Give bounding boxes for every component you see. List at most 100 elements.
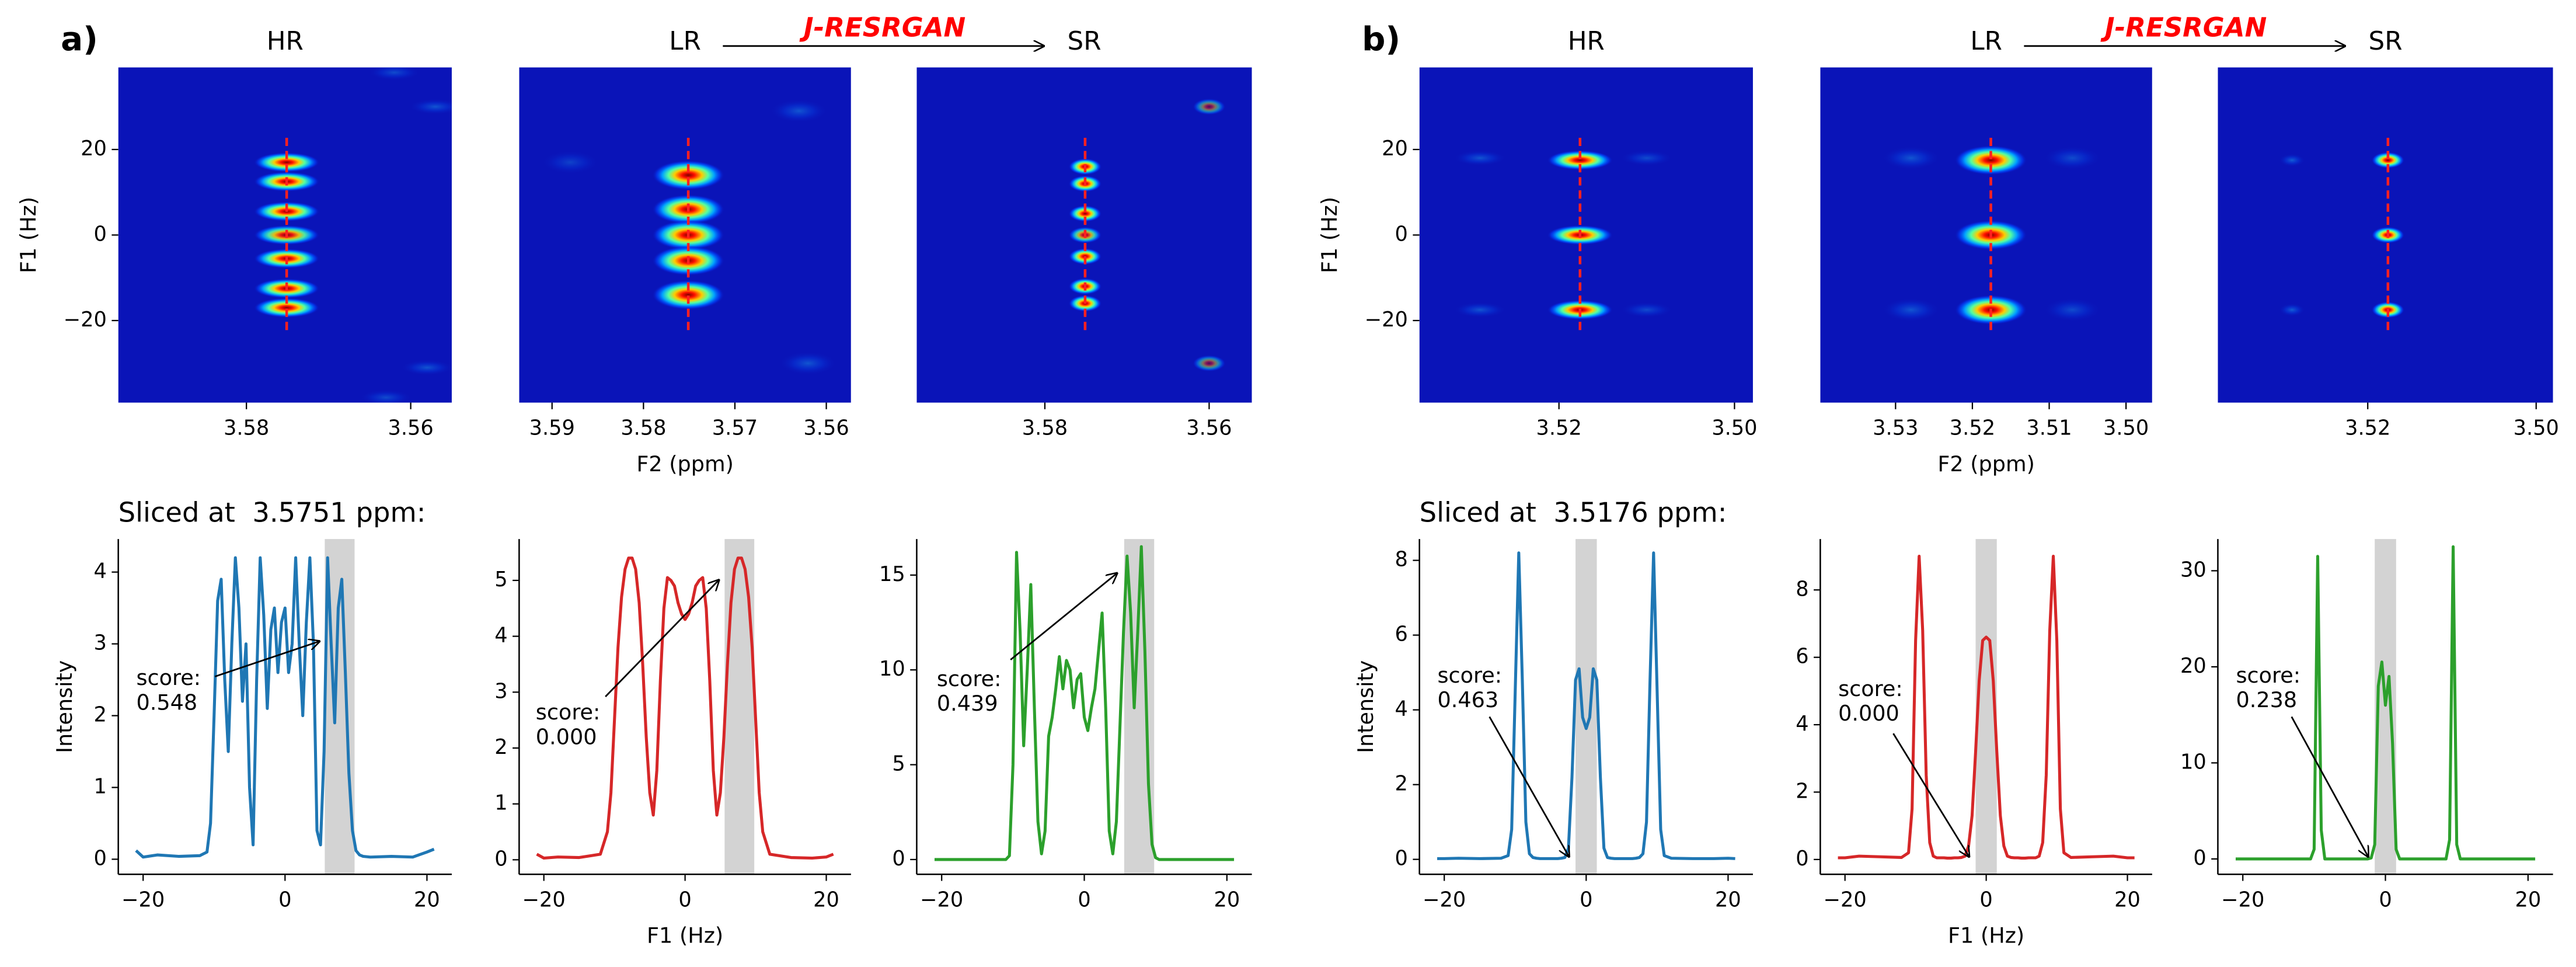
y-axis-label: Intensity xyxy=(52,660,77,753)
score-annotation: score: xyxy=(1438,663,1503,688)
x-tick-label: 3.59 xyxy=(529,416,575,440)
peak xyxy=(2371,152,2404,169)
x-tick-label: 20 xyxy=(2114,888,2141,912)
x-tick-label: 0 xyxy=(678,888,691,912)
peak xyxy=(652,280,725,310)
y-tick-label: 15 xyxy=(879,562,905,586)
peak xyxy=(1954,145,2027,175)
score-annotation: 0.000 xyxy=(536,724,597,749)
y-tick-label: 6 xyxy=(1395,622,1408,646)
x-tick-label: 3.50 xyxy=(2514,416,2559,440)
x-tick-label: −20 xyxy=(1423,888,1466,912)
x-tick-label: 20 xyxy=(1715,888,1741,912)
x-tick-label: 3.50 xyxy=(1711,416,1757,440)
peak xyxy=(253,152,320,172)
score-arrow xyxy=(1489,716,1570,857)
y-tick-label: 4 xyxy=(94,559,107,583)
peak xyxy=(1882,298,1940,322)
x-tick-label: 3.53 xyxy=(1873,416,1918,440)
x-tick-label: 3.52 xyxy=(1536,416,1582,440)
peak xyxy=(1882,146,1940,170)
y-tick-label: 3 xyxy=(494,679,507,703)
highlight-band xyxy=(1575,539,1597,875)
peak xyxy=(541,150,599,175)
y-axis-label: Intensity xyxy=(1353,660,1378,753)
y-tick-label: 0 xyxy=(892,847,905,871)
y-tick-label: 0 xyxy=(1395,222,1408,246)
score-arrow xyxy=(214,641,320,677)
peak xyxy=(652,160,725,190)
y-tick-label: 20 xyxy=(1382,137,1408,161)
line-series xyxy=(135,556,435,859)
x-tick-label: 3.52 xyxy=(1950,416,1995,440)
peak xyxy=(400,359,452,375)
y-tick-label: 0 xyxy=(494,847,507,871)
x-tick-label: 3.58 xyxy=(621,416,666,440)
x-tick-label: 20 xyxy=(813,888,839,912)
y-tick-label: 0 xyxy=(1395,847,1408,871)
y-tick-label: 5 xyxy=(892,752,905,776)
y-tick-label: 20 xyxy=(81,137,107,161)
panel-label: a) xyxy=(61,20,98,58)
heatmap xyxy=(2218,67,2553,403)
score-arrow xyxy=(2291,716,2369,857)
y-tick-label: 8 xyxy=(1796,577,1808,601)
peak xyxy=(1620,302,1674,318)
x-tick-label: 3.56 xyxy=(1186,416,1232,440)
x-tick-label: 20 xyxy=(1214,888,1240,912)
peak xyxy=(2278,303,2305,316)
panel-title: HR xyxy=(1568,27,1605,56)
method-label: J-RESRGAN xyxy=(2100,12,2267,43)
y-tick-label: 30 xyxy=(2180,558,2206,582)
score-annotation: score: xyxy=(937,666,1002,691)
panel-title: LR xyxy=(669,27,701,56)
x-tick-label: 20 xyxy=(414,888,440,912)
y-tick-label: 0 xyxy=(1796,847,1808,871)
y-tick-label: 2 xyxy=(1796,779,1808,803)
y-tick-label: 4 xyxy=(1796,712,1808,736)
y-tick-label: 0 xyxy=(2193,846,2206,870)
y-tick-label: 4 xyxy=(494,624,507,648)
score-annotation: score: xyxy=(2236,663,2300,688)
y-tick-label: 0 xyxy=(94,846,107,870)
heatmap xyxy=(1419,67,1753,403)
y-tick-label: 0 xyxy=(94,222,107,246)
line-series xyxy=(1437,551,1735,860)
peak xyxy=(1193,355,1226,372)
highlight-band xyxy=(724,539,755,875)
method-label: J-RESRGAN xyxy=(799,12,965,43)
x-tick-label: 0 xyxy=(1979,888,1992,912)
peak xyxy=(1620,150,1674,166)
score-annotation: 0.463 xyxy=(1438,687,1499,712)
x-tick-label: 3.56 xyxy=(388,416,433,440)
heatmap xyxy=(519,67,851,403)
y-tick-label: 6 xyxy=(1796,645,1808,669)
y-tick-label: 4 xyxy=(1395,697,1408,721)
y-tick-label: 10 xyxy=(2180,750,2206,774)
y-tick-label: 10 xyxy=(879,657,905,681)
y-tick-label: 8 xyxy=(1395,548,1408,572)
y-axis-label: F1 (Hz) xyxy=(16,197,41,273)
peak xyxy=(409,99,452,115)
y-tick-label: −20 xyxy=(64,308,107,332)
heatmap xyxy=(118,67,452,403)
y-tick-label: 2 xyxy=(94,703,107,727)
y-tick-label: −20 xyxy=(1365,308,1408,332)
x-tick-label: 3.58 xyxy=(224,416,269,440)
y-tick-label: 1 xyxy=(94,775,107,799)
panel-title: SR xyxy=(1068,27,1101,56)
line-series xyxy=(1838,555,2135,860)
panel-title: HR xyxy=(267,27,304,56)
x-axis-label: F1 (Hz) xyxy=(1948,923,2024,948)
slice-title: Sliced at 3.5176 ppm: xyxy=(1420,496,1727,528)
score-annotation: score: xyxy=(136,665,201,690)
x-tick-label: 3.50 xyxy=(2103,416,2149,440)
x-axis-label: F2 (ppm) xyxy=(1937,451,2035,476)
x-tick-label: 0 xyxy=(2379,888,2392,912)
x-tick-label: 0 xyxy=(1580,888,1592,912)
peak xyxy=(1193,98,1226,115)
peak xyxy=(1068,205,1102,222)
x-axis-label: F2 (ppm) xyxy=(636,451,734,476)
score-annotation: 0.439 xyxy=(937,691,998,716)
